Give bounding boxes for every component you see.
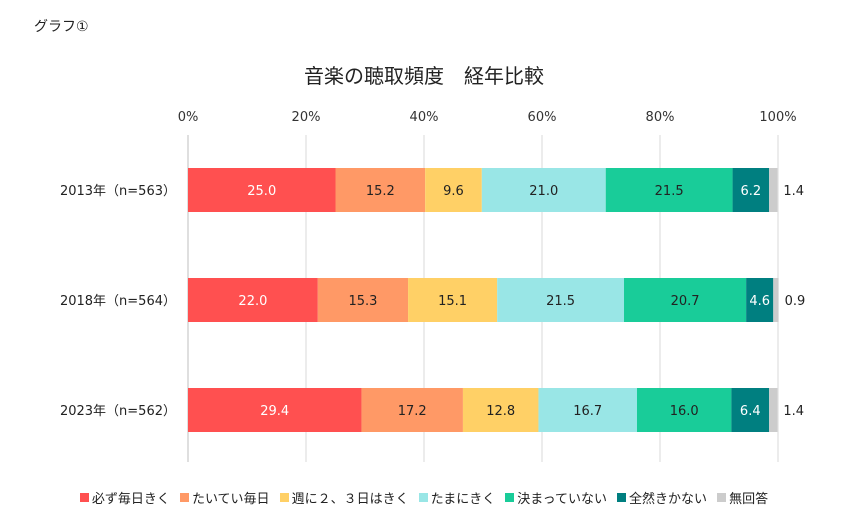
data-label: 20.7 xyxy=(671,294,700,309)
legend-item: 必ず毎日きく xyxy=(79,488,170,507)
legend-swatch xyxy=(418,493,428,502)
bar-segment xyxy=(425,168,482,212)
bar-segment xyxy=(605,168,733,212)
category-label: 2013年（n=563） xyxy=(60,184,176,199)
chart-title: 音楽の聴取頻度 経年比較 xyxy=(304,64,544,88)
legend-swatch xyxy=(505,493,515,502)
bar-segment xyxy=(624,278,747,322)
data-label: 16.0 xyxy=(670,404,699,419)
legend-label: 無回答 xyxy=(729,492,769,507)
stacked-bar-chart: 0% 20% 40% 60% 80% 100% 2013年（n=563） 25.0 15.2 9.… xyxy=(60,110,806,462)
data-label: 16.7 xyxy=(573,404,602,419)
data-label: 17.2 xyxy=(398,404,427,419)
legend-label: 週に２、３日はきく xyxy=(291,492,409,507)
data-label: 15.1 xyxy=(438,294,467,309)
bar-segment xyxy=(462,388,539,432)
legend-label: 決まっていない xyxy=(517,492,608,507)
data-label: 21.0 xyxy=(529,184,558,199)
x-tick-label: 0% xyxy=(178,110,199,125)
bar-segment xyxy=(335,168,426,212)
legend-swatch xyxy=(279,493,289,502)
data-label: 12.8 xyxy=(486,404,515,419)
legend-swatch xyxy=(79,493,89,502)
bar-segment xyxy=(317,278,409,322)
legend-label: たまにきく xyxy=(430,492,496,507)
legend-swatch xyxy=(617,493,627,502)
bar-segment xyxy=(773,278,779,322)
bar-segment xyxy=(361,388,463,432)
bar-segment xyxy=(408,278,498,322)
x-tick-label: 40% xyxy=(410,110,439,125)
category-label: 2018年（n=564） xyxy=(60,294,176,309)
legend-item: 週に２、３日はきく xyxy=(279,488,409,507)
bar-segment xyxy=(497,278,625,322)
data-label: 15.3 xyxy=(348,294,377,309)
data-label: 1.4 xyxy=(783,184,804,199)
legend-label: 必ず毎日きく xyxy=(91,492,170,507)
legend-item: 無回答 xyxy=(717,488,768,507)
data-label: 22.0 xyxy=(238,294,267,309)
data-label: 15.2 xyxy=(366,184,395,199)
category-label: 2023年（n=562） xyxy=(60,404,176,419)
x-tick-label: 80% xyxy=(646,110,675,125)
bar-segment xyxy=(769,168,778,212)
data-label: 6.2 xyxy=(741,184,762,199)
bar-segment xyxy=(188,388,362,432)
data-label: 29.4 xyxy=(260,404,289,419)
legend-label: たいてい毎日 xyxy=(191,492,270,507)
figure-label: グラフ① xyxy=(34,19,89,35)
data-label: 0.9 xyxy=(785,294,806,309)
data-label: 21.5 xyxy=(655,184,684,199)
legend-item: たいてい毎日 xyxy=(179,488,270,507)
data-label: 9.6 xyxy=(443,184,464,199)
x-tick-label: 60% xyxy=(528,110,557,125)
bar-segment xyxy=(188,168,336,212)
legend-label: 全然きかない xyxy=(629,492,708,507)
x-tick-label: 20% xyxy=(292,110,321,125)
data-label: 6.4 xyxy=(740,404,761,419)
data-label: 1.4 xyxy=(783,404,804,419)
chart-legend: 必ず毎日きく たいてい毎日 週に２、３日はきく たまにきく 決まっていない 全然きかない 無… xyxy=(0,488,848,507)
data-label: 21.5 xyxy=(546,294,575,309)
data-label: 4.6 xyxy=(749,294,770,309)
bar-segment xyxy=(636,388,732,432)
legend-item: 全然きかない xyxy=(617,488,707,507)
x-tick-label: 100% xyxy=(759,110,796,125)
bar-segment xyxy=(188,278,318,322)
bar-segment xyxy=(769,388,778,432)
legend-item: たまにきく xyxy=(418,488,496,507)
bar-segment xyxy=(481,168,606,212)
bar-segment xyxy=(538,388,637,432)
legend-swatch xyxy=(179,493,189,502)
bar-segment xyxy=(746,278,774,322)
data-label: 25.0 xyxy=(247,184,276,199)
bar-segment xyxy=(731,388,770,432)
legend-swatch xyxy=(717,493,727,502)
bar-segment xyxy=(732,168,770,212)
legend-item: 決まっていない xyxy=(505,488,607,507)
